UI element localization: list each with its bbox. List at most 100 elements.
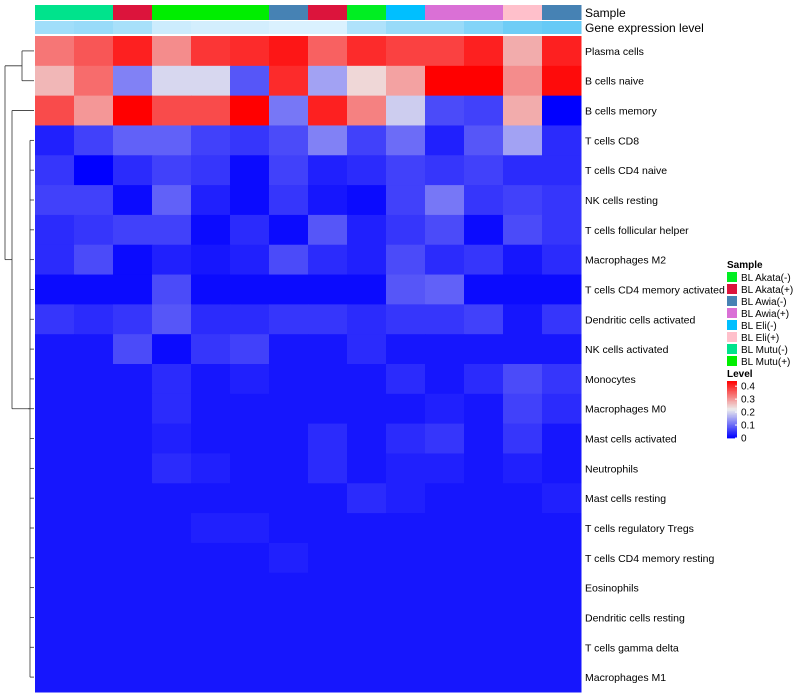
sample-annotation-cell [74,5,114,20]
heatmap-cell [35,513,75,544]
row-label: NK cells activated [585,344,669,356]
level-gradient-step [727,409,737,412]
heatmap-cell [191,662,231,693]
expression-annotation-cell [464,21,504,34]
heatmap-cell [425,214,465,246]
heatmap-cell [542,244,582,276]
sample-annotation-cell [269,5,309,20]
heatmap-cell [425,453,465,484]
sample-annotation-cell [35,5,75,20]
heatmap-cell [308,542,348,574]
heatmap-cell [74,304,114,335]
heatmap-cell [347,304,387,335]
heatmap-cell [35,393,75,425]
level-gradient-step [727,385,737,388]
sample-annotation-cell [347,5,387,20]
heatmap-cell [74,483,114,514]
sample-legend-label: BL Eli(+) [741,333,779,344]
heatmap-cell [464,513,504,544]
heatmap-cell [425,602,465,633]
level-gradient-step [727,436,737,439]
heatmap-cell [542,513,582,544]
heatmap-cell [464,483,504,514]
heatmap-cell [230,542,270,574]
heatmap-cell [386,334,426,365]
heatmap-cell [386,662,426,693]
heatmap-cell [503,393,543,425]
heatmap-cell [74,244,114,276]
heatmap-cell [74,185,114,216]
heatmap-cell [269,393,309,425]
heatmap-cell [269,423,309,454]
heatmap-cell [152,274,192,305]
heatmap-cell [113,185,153,216]
heatmap-cell [113,542,153,574]
row-label: Mast cells resting [585,493,666,505]
heatmap-cell [152,483,192,514]
heatmap-cell [269,36,309,67]
heatmap-cell [74,632,114,663]
heatmap-cell [347,423,387,454]
heatmap-cell [347,65,387,97]
heatmap-cell [230,364,270,395]
level-gradient-step [727,428,737,430]
heatmap-cell [425,274,465,305]
heatmap-cell [269,65,309,97]
heatmap-cell [113,423,153,454]
heatmap-cell [503,513,543,544]
heatmap-cell [425,632,465,663]
heatmap-cell [308,214,348,246]
row-label: Macrophages M0 [585,404,666,416]
heatmap-cell [269,334,309,365]
heatmap-cell [425,542,465,574]
heatmap-cell [308,423,348,454]
heatmap-cell [74,542,114,574]
row-label: B cells naive [585,76,644,88]
level-gradient-step [727,389,737,392]
level-gradient-step [727,432,737,435]
heatmap-cell [152,393,192,425]
heatmap-cell [542,274,582,305]
expression-annotation-cell [191,21,231,34]
heatmap-cell [152,334,192,365]
heatmap-cell [464,214,504,246]
sample-legend-label: BL Akata(-) [741,273,791,284]
heatmap-cell [152,244,192,276]
heatmap-cells [35,36,582,693]
heatmap-cell [113,632,153,663]
heatmap-cell [347,572,387,604]
heatmap-cell [386,155,426,186]
heatmap-cell [347,542,387,574]
sample-legend-label: BL Akata(+) [741,285,793,296]
heatmap-cell [230,632,270,663]
heatmap-cell [542,214,582,246]
heatmap-cell [542,36,582,67]
level-gradient-step [727,415,737,418]
annotation-label-expression: Gene expression level [585,21,704,35]
annotation-label-sample: Sample [585,6,626,20]
heatmap-cell [74,453,114,484]
heatmap-cell [152,453,192,484]
heatmap-cell [425,65,465,97]
heatmap-cell [113,244,153,276]
level-tick-label: 0.1 [741,421,755,432]
heatmap-cell [230,393,270,425]
expression-annotation-cell [386,21,426,34]
heatmap-cell [35,185,75,216]
heatmap-cell [269,155,309,186]
heatmap-cell [542,155,582,186]
heatmap-cell [269,662,309,693]
level-gradient-step [727,422,737,425]
heatmap-cell [542,393,582,425]
row-label: Macrophages M2 [585,255,666,267]
heatmap-cell [542,483,582,514]
heatmap-cell [347,662,387,693]
heatmap-cell [269,602,309,633]
row-label: Dendritic cells resting [585,612,685,624]
heatmap-cell [113,602,153,633]
heatmap-cell [308,453,348,484]
heatmap-cell [542,423,582,454]
sample-legend-swatch [727,356,737,366]
heatmap-cell [35,632,75,663]
